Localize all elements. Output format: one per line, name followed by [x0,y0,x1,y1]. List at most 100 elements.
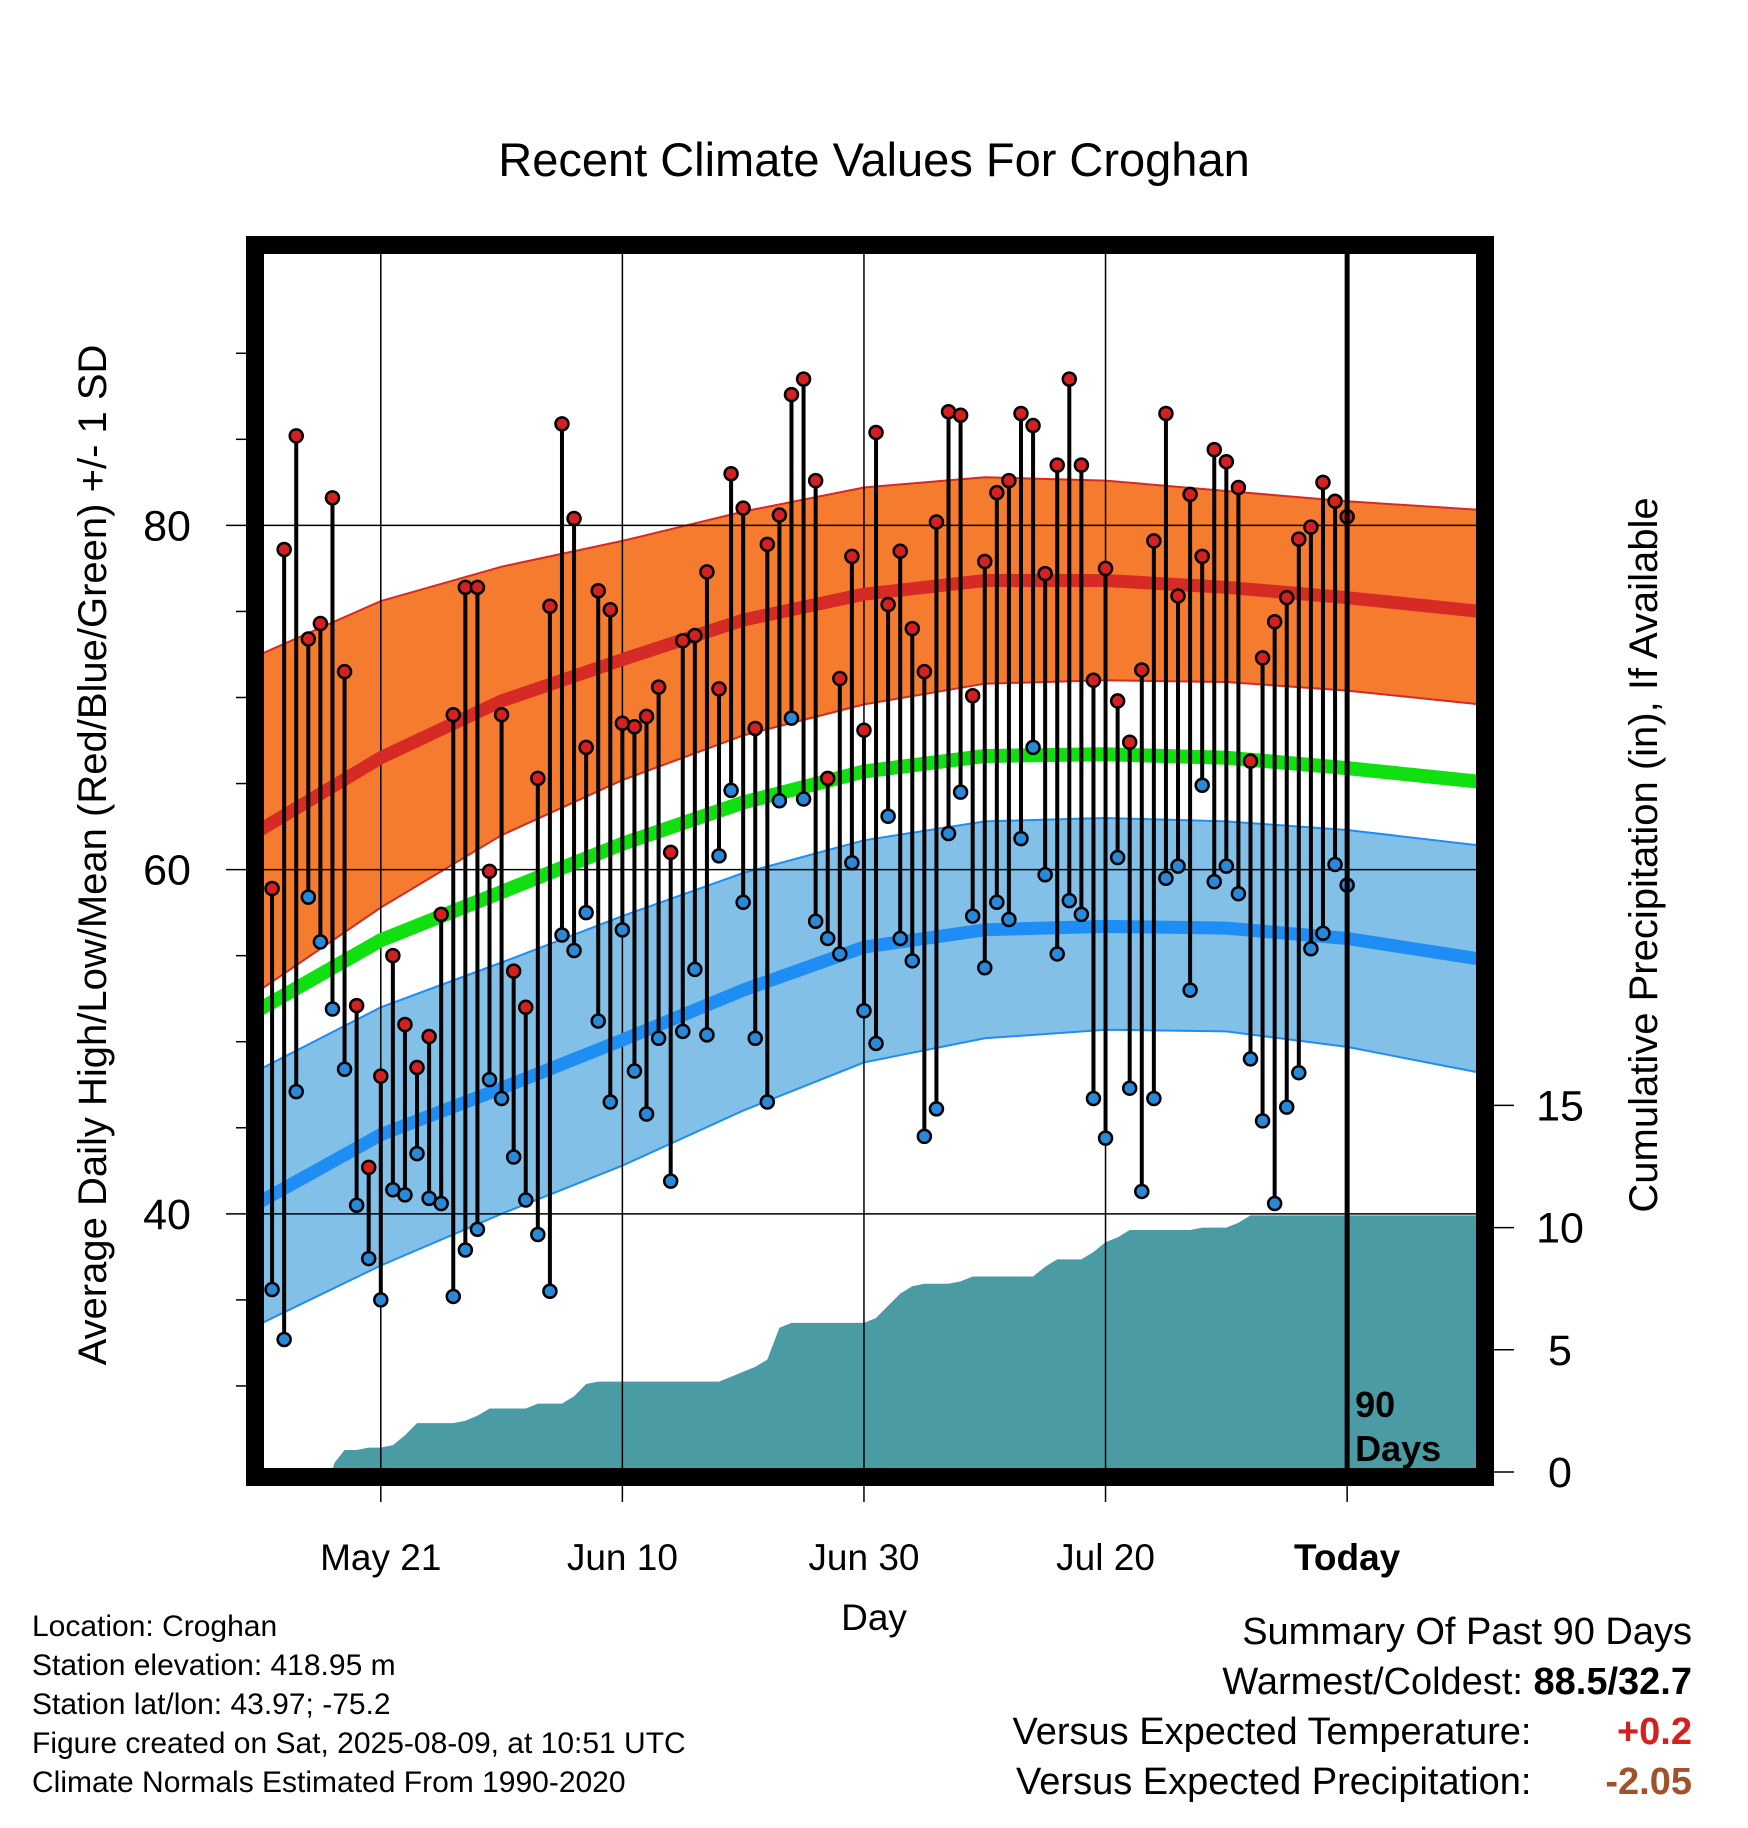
high-point [1315,474,1331,491]
high-point [1303,519,1319,535]
x-tick-label: Jun 10 [567,1537,678,1578]
low-point [1121,1080,1138,1096]
high-point [373,1068,389,1084]
plot-frame [246,236,1494,1486]
low-point [1073,906,1090,923]
x-tick-label: Jul 20 [1056,1537,1155,1578]
high-point [1073,457,1090,473]
high-point [1327,493,1343,510]
low-point [1254,1113,1271,1129]
low-point [409,1145,425,1162]
precip-vs-expected-value: -2.05 [1605,1761,1692,1803]
low-point [1037,867,1053,883]
high-point [819,770,836,787]
high-point [276,541,292,558]
low-point [699,1027,715,1043]
y2-tick-label: 10 [1536,1205,1584,1253]
high-point [542,598,558,615]
plot-area: 90 Days 40 60 80 0 5 10 15 May 21 Jun 10 Jun 30 Jul … [143,236,1584,1578]
high-point [1037,565,1053,582]
high-point [264,880,280,897]
low-point [1013,830,1029,847]
high-point [844,548,860,565]
low-point [1170,858,1186,874]
low-point [928,1101,945,1117]
y2-tick-label: 15 [1536,1082,1584,1130]
created-text: Figure created on Sat, 2025-08-09, at 10… [32,1727,686,1760]
low-point [517,1192,534,1208]
high-point [517,999,534,1016]
low-point [807,913,824,929]
high-point [977,553,993,570]
low-point [1206,873,1223,890]
low-point [1315,925,1331,942]
low-point [1327,856,1343,873]
elevation-text: Station elevation: 418.95 m [32,1649,396,1682]
low-point [312,934,329,950]
y2-tick-label: 5 [1548,1327,1572,1375]
low-point [614,922,631,938]
low-point [964,908,981,924]
high-point [590,583,606,599]
high-point [421,1028,437,1045]
low-point [1194,777,1210,794]
low-point [360,1250,377,1267]
high-point [638,708,655,725]
high-point [1085,672,1102,689]
low-point [348,1197,365,1213]
low-point [916,1128,933,1145]
low-point [904,953,921,969]
low-point [626,1063,643,1079]
high-point [505,963,522,979]
high-point [493,706,510,723]
low-point [336,1061,353,1078]
low-point [590,1013,606,1029]
high-point [1206,441,1223,458]
high-point [469,579,486,596]
high-point [916,663,933,680]
high-point [989,484,1005,501]
low-point [469,1221,486,1238]
high-point [1194,548,1210,565]
low-point [1025,739,1041,756]
high-sd-band [260,476,1480,992]
today-days-label: 90 Days [1355,1384,1441,1469]
low-point [373,1292,389,1308]
low-point [1134,1183,1150,1200]
low-point [1097,1130,1114,1146]
high-point [880,596,896,613]
low-point [1278,1099,1295,1115]
low-point [397,1187,413,1203]
warmest-coldest-value: 88.5/32.7 [1533,1661,1692,1703]
low-point [1001,911,1017,928]
high-point [650,679,667,695]
high-point [324,490,341,506]
high-point [312,615,329,632]
high-point [868,424,884,441]
high-point [928,514,945,530]
low-point [711,848,727,864]
high-point [1025,417,1041,434]
high-point [1001,472,1017,489]
temp-vs-expected-label: Versus Expected Temperature: [1012,1711,1532,1753]
location-text: Location: Croghan [32,1610,278,1643]
temp-vs-expected-value: +0.2 [1616,1711,1692,1753]
y-axis-label: Average Daily High/Low/Mean (Red/Blue/Gr… [71,345,115,1366]
plot-content [260,250,1480,1472]
high-point [1182,486,1198,503]
low-point [1146,1090,1162,1107]
low-point [650,1030,667,1047]
low-point [856,1002,872,1019]
station-info: Location: Croghan Station elevation: 418… [32,1607,686,1802]
high-point [1254,650,1271,666]
high-point [952,407,969,423]
precip-area [260,1215,1480,1472]
low-point [288,1083,304,1100]
x-tick-label: May 21 [320,1537,441,1578]
high-point [602,601,619,618]
high-point [1049,457,1065,473]
y-tick-label: 40 [143,1191,191,1239]
high-point [904,620,921,637]
high-point [1230,479,1247,496]
high-point [1061,371,1078,387]
